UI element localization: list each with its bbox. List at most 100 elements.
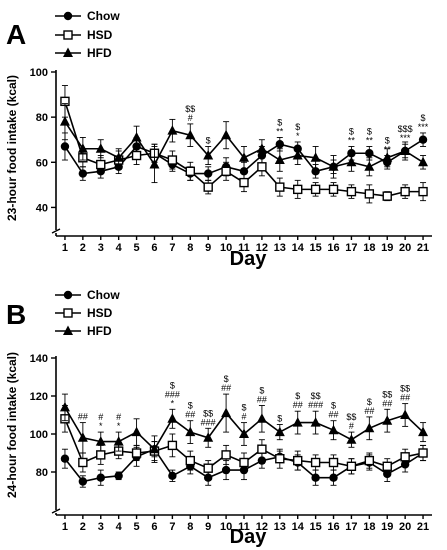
y-axis-label-a: 23-hour food intake (kcal) — [5, 75, 19, 221]
x-tick-label: 10 — [220, 242, 232, 254]
x-tick-label: 11 — [238, 242, 250, 254]
data-point-hfd — [77, 143, 88, 153]
data-point-hsd — [185, 455, 195, 466]
panel-label-a: A — [6, 19, 26, 50]
data-point-chow — [78, 169, 88, 178]
data-point-chow — [275, 140, 285, 149]
data-point-chow — [221, 465, 231, 475]
data-point-hfd — [346, 434, 357, 444]
data-point-hfd — [274, 426, 285, 437]
data-point-hsd — [203, 182, 213, 192]
y-tick-label: 40 — [36, 202, 48, 214]
data-point-hfd — [149, 159, 160, 169]
x-tick-label: 2 — [80, 521, 86, 533]
x-tick-label: 8 — [187, 242, 193, 254]
significance-label: $ — [277, 414, 282, 424]
data-point-hsd — [275, 182, 285, 192]
legend-label: HSD — [87, 28, 113, 42]
x-tick-label: 16 — [327, 521, 339, 533]
significance-label: ** — [348, 135, 356, 145]
significance-label: * — [171, 398, 175, 408]
significance-label: $$ — [400, 384, 410, 394]
significance-label: $ — [349, 126, 354, 136]
data-point-hfd — [221, 129, 232, 140]
data-point-hsd — [328, 457, 339, 468]
data-point-hsd — [275, 454, 285, 464]
significance-label: ## — [364, 406, 374, 416]
x-tick-label: 12 — [256, 521, 268, 533]
legend-marker-hfd — [63, 325, 73, 335]
x-tick-label: 15 — [309, 521, 321, 533]
data-point-hfd — [77, 432, 88, 442]
x-tick-label: 3 — [98, 242, 104, 254]
significance-label: * — [99, 421, 103, 431]
data-point-hfd — [185, 129, 196, 140]
data-point-chow — [418, 135, 428, 144]
x-tick-label: 21 — [417, 521, 429, 533]
significance-label: $ — [277, 117, 282, 127]
significance-label: $ — [295, 391, 300, 401]
data-point-hsd — [400, 186, 410, 197]
y-tick-label: 100 — [30, 429, 48, 441]
series-hfd — [59, 103, 429, 184]
x-tick-label: 4 — [116, 521, 123, 533]
significance-label: $ — [188, 401, 193, 411]
significance-label: ## — [400, 393, 410, 403]
data-point-hsd — [167, 155, 178, 165]
significance-label: $ — [385, 136, 390, 146]
data-point-hsd — [418, 186, 428, 197]
legend-label: Chow — [87, 9, 120, 23]
y-tick-label: 100 — [30, 67, 48, 79]
data-point-hfd — [131, 426, 142, 437]
data-point-hfd — [382, 152, 393, 162]
data-point-hsd — [346, 461, 357, 471]
data-point-hsd — [257, 444, 267, 454]
significance-label: ## — [382, 398, 392, 408]
x-axis-label-b: Day — [230, 526, 268, 548]
x-tick-label: 13 — [274, 521, 286, 533]
x-tick-label: 17 — [345, 521, 357, 533]
data-point-hfd — [328, 161, 339, 171]
data-point-chow — [60, 142, 70, 151]
significance-label: ### — [308, 400, 323, 410]
data-point-chow — [203, 169, 213, 178]
data-point-chow — [96, 473, 105, 482]
data-point-hsd — [78, 457, 88, 468]
data-point-hfd — [328, 424, 339, 435]
x-tick-label: 11 — [238, 521, 250, 533]
x-tick-label: 2 — [80, 242, 86, 254]
significance-label: ## — [78, 412, 88, 422]
significance-label: $ — [259, 386, 264, 396]
data-point-hfd — [292, 417, 303, 427]
x-tick-label: 12 — [256, 242, 268, 254]
data-point-hfd — [239, 428, 249, 438]
data-point-hsd — [239, 457, 249, 468]
data-point-hsd — [131, 150, 142, 161]
significance-label: ## — [257, 395, 267, 405]
x-tick-label: 20 — [399, 521, 411, 533]
significance-label: ## — [221, 383, 231, 393]
data-point-hsd — [400, 452, 410, 462]
data-point-hfd — [203, 150, 214, 160]
data-point-hfd — [310, 152, 321, 162]
significance-label: $$ — [203, 408, 213, 418]
x-tick-label: 7 — [169, 242, 175, 254]
x-tick-label: 9 — [205, 521, 211, 533]
data-point-hsd — [239, 177, 249, 188]
significance-label: $ — [224, 374, 229, 384]
legend-marker-hsd — [63, 30, 73, 40]
x-tick-label: 19 — [381, 521, 393, 533]
legend-label: HFD — [87, 324, 112, 338]
data-point-hfd — [113, 152, 124, 162]
y-axis-label-b: 24-hour food intake (kcal) — [5, 352, 19, 498]
x-tick-label: 20 — [399, 242, 411, 254]
data-point-hfd — [131, 131, 142, 142]
data-point-hsd — [418, 448, 428, 458]
legend-label: Chow — [87, 288, 120, 302]
data-point-hfd — [256, 143, 267, 153]
data-point-hsd — [382, 191, 392, 201]
data-point-hfd — [203, 432, 214, 442]
